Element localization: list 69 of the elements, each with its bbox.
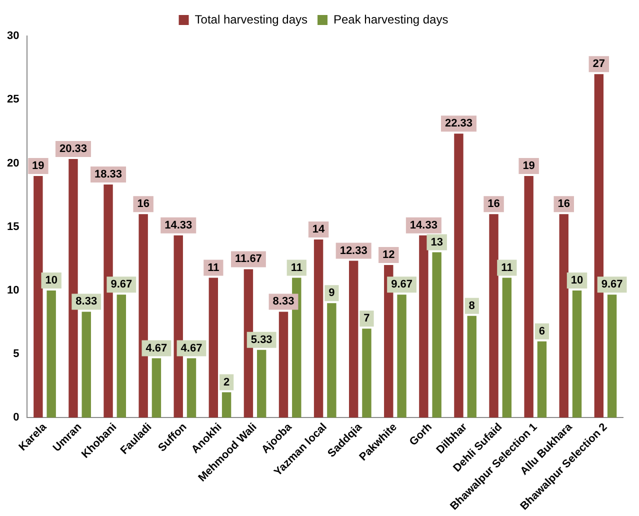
data-label: 11 [208,262,220,274]
data-label: 16 [488,198,500,210]
data-label: 9 [328,287,335,300]
bar [607,294,617,418]
bar [454,134,464,418]
y-tick-label: 30 [6,30,20,42]
bar [186,358,196,418]
bar [327,303,336,418]
bar [502,278,512,418]
y-tick-label: 0 [13,412,20,424]
data-label: 12.33 [340,244,368,257]
bar [278,312,288,418]
data-label: 5.33 [250,334,272,346]
y-tick-label: 15 [6,220,20,233]
bar [116,294,126,418]
data-label: 16 [137,198,150,210]
y-tick-label: 10 [6,284,20,296]
data-label: 7 [364,312,370,325]
data-label: 18.33 [94,168,122,181]
data-label: 22.33 [444,118,472,130]
bar [432,252,442,418]
bar [397,294,406,418]
data-label: 10 [570,274,584,286]
data-label: 14.33 [410,219,438,232]
legend-label: Peak harvesting days [334,12,448,26]
data-label: 6 [538,325,546,338]
bar [467,316,476,418]
bar [559,214,568,418]
data-label: 11 [501,262,513,274]
bar [362,328,372,418]
data-label: 19 [522,160,535,172]
data-label: 13 [430,236,443,248]
data-label: 9.67 [391,278,412,291]
data-label: 16 [558,198,570,210]
data-label: 2 [223,376,230,388]
data-label: 12 [382,249,395,262]
data-label: 10 [45,274,58,286]
bar [34,176,43,418]
y-tick-label: 5 [13,348,20,360]
data-label: 9.67 [110,278,132,291]
legend-label: Total harvesting days [194,12,308,26]
bar [524,176,534,418]
data-label: 14.33 [164,219,192,232]
data-label: 4.67 [146,342,168,354]
data-label: 14 [312,224,326,236]
data-label: 8.33 [76,296,98,308]
bar [257,350,266,418]
bar [572,290,582,418]
bar [314,240,324,418]
bar [152,358,162,418]
bar [348,260,358,418]
data-label: 27 [592,58,606,70]
y-tick-label: 20 [6,157,20,170]
bar [489,214,498,418]
data-label: 4.67 [180,342,202,354]
bar [46,290,56,418]
data-label: 8.33 [272,296,294,308]
y-tick-label: 25 [6,94,20,106]
bar [208,278,218,418]
data-label: 9.67 [601,278,623,291]
bar [419,235,428,418]
data-label: 11.67 [234,253,262,266]
bar [537,341,547,418]
data-label: 20.33 [59,143,87,156]
bar [82,312,91,418]
data-label: 8 [468,300,475,312]
data-label: 19 [32,160,44,172]
data-label: 11 [290,262,302,274]
bar [222,392,232,418]
